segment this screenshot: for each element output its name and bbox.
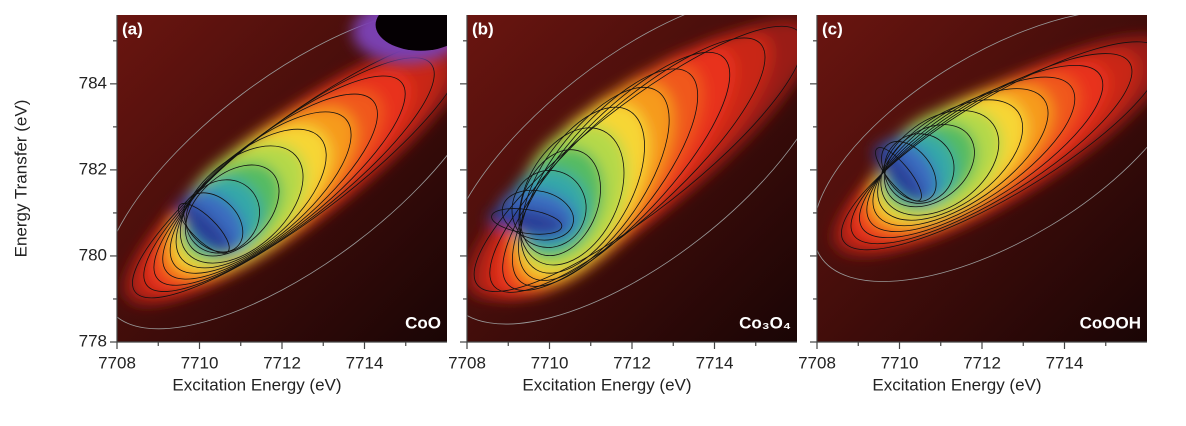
contour-line (875, 147, 922, 202)
contour-line (866, 76, 1076, 232)
contour-line (183, 192, 244, 253)
contour-line (520, 106, 645, 274)
sample-label: Co₃O₄ (739, 313, 791, 332)
heatmap (467, 15, 797, 342)
contour-line (872, 88, 1049, 227)
x-tick-label: 7710 (531, 353, 569, 372)
color-level (873, 145, 924, 204)
x-tick-label: 7710 (181, 353, 219, 372)
x-axis-label: Excitation Energy (eV) (522, 375, 691, 394)
contour-line (489, 37, 766, 293)
color-level (488, 207, 565, 235)
contour-line (884, 124, 975, 208)
x-tick-label: 7714 (1046, 353, 1084, 372)
panel-label: (b) (472, 19, 494, 38)
contour-line (850, 53, 1133, 245)
contour-line (881, 141, 937, 202)
heatmap (117, 15, 447, 342)
contour-line (877, 99, 1024, 221)
contour-line (880, 110, 1000, 216)
x-tick-label: 7710 (881, 353, 919, 372)
x-tick-label: 7708 (798, 353, 836, 372)
x-axis-label: Excitation Energy (eV) (872, 375, 1041, 394)
contour-line (519, 149, 601, 257)
contour-line (501, 189, 574, 241)
panel-label: (a) (122, 19, 143, 38)
sample-label: CoOOH (1080, 313, 1141, 332)
contour-line (491, 208, 563, 235)
contour-line (502, 51, 731, 291)
contour-line (817, 15, 1147, 282)
x-tick-label: 7712 (613, 353, 651, 372)
contour-line (473, 25, 797, 292)
contours (117, 15, 447, 330)
x-tick-label: 7708 (448, 353, 486, 372)
contours (817, 15, 1147, 282)
y-axis-label: Energy Transfer (eV) (11, 100, 30, 258)
contour-line (162, 93, 378, 280)
x-tick-label: 7708 (98, 353, 136, 372)
contour-line (859, 64, 1104, 239)
y-tick-label: 780 (79, 245, 107, 264)
x-tick-label: 7714 (346, 353, 384, 372)
contour-line (117, 15, 447, 330)
y-tick-label: 778 (79, 331, 107, 350)
x-tick-label: 7712 (263, 353, 301, 372)
sample-label: CoO (405, 313, 441, 332)
heatmap-colors (467, 19, 797, 300)
contour-line (175, 128, 327, 269)
contour-line (511, 169, 587, 248)
heatmap-colors (833, 35, 1147, 256)
contour-line (511, 68, 699, 287)
color-level (176, 201, 232, 256)
contour-line (467, 15, 797, 325)
x-tick-label: 7712 (963, 353, 1001, 372)
x-tick-label: 7714 (696, 353, 734, 372)
contour-line (178, 203, 230, 254)
heatmap (817, 15, 1147, 342)
contour-line (841, 41, 1147, 251)
y-tick-label: 782 (79, 159, 107, 178)
contour-line (518, 86, 670, 281)
contour-line (179, 145, 304, 264)
dark-region (375, 15, 447, 51)
panel-label: (c) (822, 19, 843, 38)
contour-line (518, 127, 625, 266)
contours (467, 15, 797, 325)
y-tick-label: 784 (79, 73, 107, 92)
contour-line (185, 179, 260, 254)
x-axis-label: Excitation Energy (eV) (172, 375, 341, 394)
